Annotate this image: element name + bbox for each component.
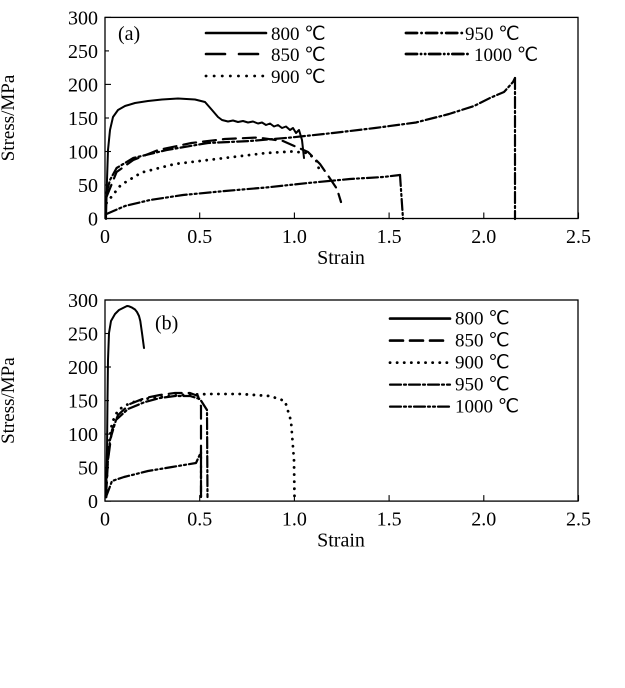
svg-text:800 ℃: 800 ℃ [271, 24, 326, 45]
svg-text:150: 150 [68, 391, 98, 413]
svg-text:250: 250 [68, 41, 98, 63]
svg-text:950 ℃: 950 ℃ [455, 375, 510, 396]
svg-text:0: 0 [88, 491, 98, 513]
svg-text:0: 0 [88, 209, 98, 231]
svg-text:300: 300 [68, 8, 98, 30]
svg-text:1.0: 1.0 [282, 509, 307, 531]
svg-text:200: 200 [68, 357, 98, 379]
svg-text:(a): (a) [118, 23, 140, 45]
svg-text:300: 300 [68, 290, 98, 312]
svg-text:Stress/MPa: Stress/MPa [0, 357, 19, 444]
svg-text:850 ℃: 850 ℃ [455, 331, 510, 352]
svg-text:1000 ℃: 1000 ℃ [474, 45, 538, 66]
svg-text:2.5: 2.5 [566, 226, 591, 248]
svg-text:950 ℃: 950 ℃ [465, 24, 520, 45]
svg-text:1.5: 1.5 [377, 226, 402, 248]
svg-text:50: 50 [78, 458, 98, 480]
svg-text:150: 150 [68, 108, 98, 130]
svg-text:800 ℃: 800 ℃ [455, 309, 510, 330]
svg-text:900 ℃: 900 ℃ [271, 67, 326, 88]
svg-text:200: 200 [68, 75, 98, 97]
svg-text:0.5: 0.5 [187, 509, 212, 531]
svg-text:2.0: 2.0 [471, 509, 496, 531]
svg-text:0.5: 0.5 [187, 226, 212, 248]
svg-text:Strain: Strain [317, 530, 365, 552]
svg-text:(b): (b) [155, 313, 178, 335]
svg-text:50: 50 [78, 175, 98, 197]
svg-text:100: 100 [68, 424, 98, 446]
svg-text:100: 100 [68, 142, 98, 164]
svg-text:250: 250 [68, 324, 98, 346]
svg-text:850 ℃: 850 ℃ [271, 45, 326, 66]
svg-text:Stress/MPa: Stress/MPa [0, 74, 19, 161]
svg-text:2.5: 2.5 [566, 509, 591, 531]
svg-text:900 ℃: 900 ℃ [455, 353, 510, 374]
svg-text:1000 ℃: 1000 ℃ [455, 397, 519, 418]
svg-text:Strain: Strain [317, 247, 365, 269]
svg-text:0: 0 [100, 509, 110, 531]
svg-text:1.0: 1.0 [282, 226, 307, 248]
svg-text:2.0: 2.0 [471, 226, 496, 248]
svg-text:0: 0 [100, 226, 110, 248]
svg-text:1.5: 1.5 [377, 509, 402, 531]
